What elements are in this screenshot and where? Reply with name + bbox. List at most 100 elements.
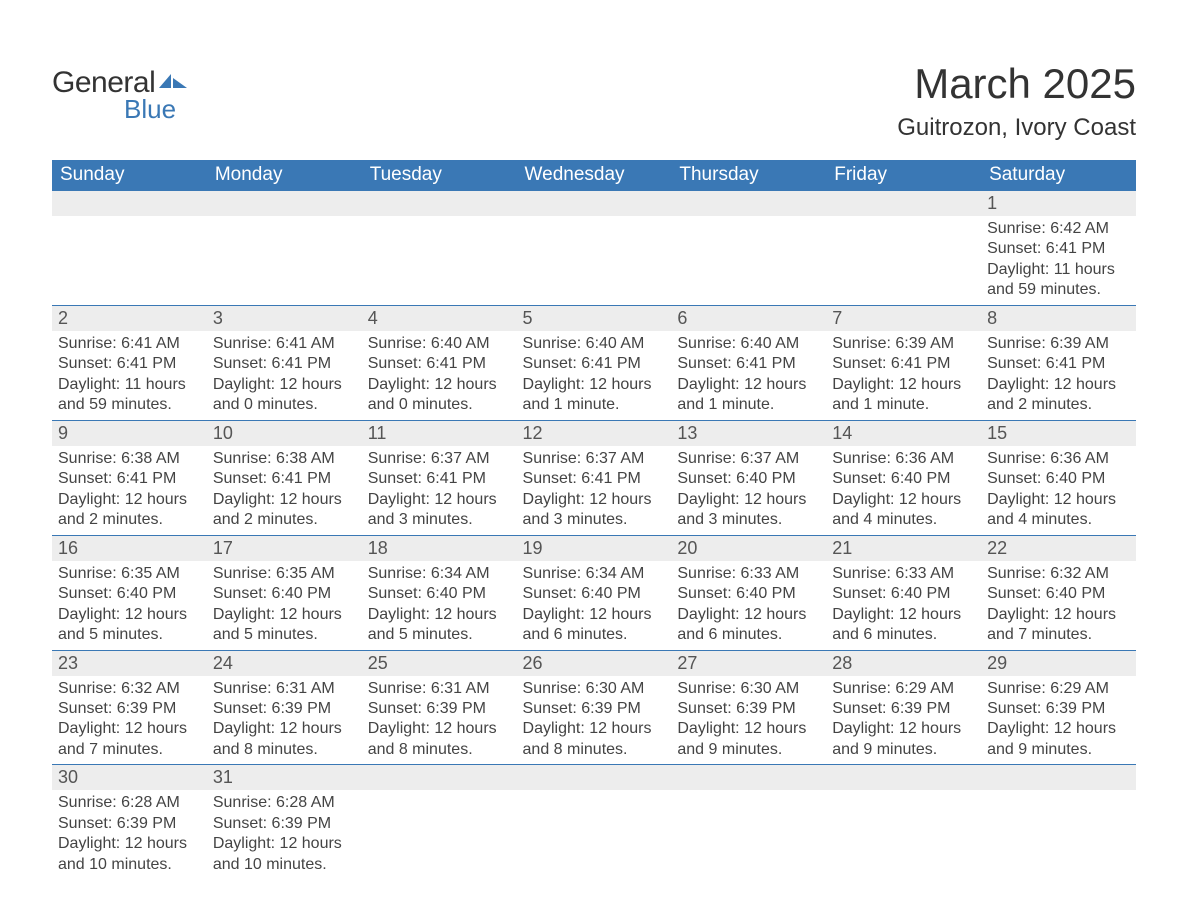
sunrise-line: Sunrise: 6:28 AM — [58, 793, 201, 813]
sunrise-line: Sunrise: 6:35 AM — [213, 564, 356, 584]
sunset-line: Sunset: 6:41 PM — [987, 354, 1130, 374]
day-number-cell: 8 — [981, 305, 1136, 331]
daylight-line: Daylight: 12 hours and 5 minutes. — [368, 605, 511, 646]
calendar-body: 1 Sunrise: 6:42 AMSunset: 6:41 PMDayligh… — [52, 191, 1136, 879]
sunset-line: Sunset: 6:41 PM — [677, 354, 820, 374]
sunset-line: Sunset: 6:39 PM — [987, 699, 1130, 719]
sunset-line: Sunset: 6:40 PM — [832, 584, 975, 604]
daylight-line: Daylight: 11 hours and 59 minutes. — [987, 260, 1130, 301]
daylight-line: Daylight: 12 hours and 8 minutes. — [523, 719, 666, 760]
sunrise-line: Sunrise: 6:33 AM — [677, 564, 820, 584]
day-number-cell: 30 — [52, 765, 207, 791]
day-number-row: 2345678 — [52, 305, 1136, 331]
day-content-cell: Sunrise: 6:38 AMSunset: 6:41 PMDaylight:… — [52, 446, 207, 535]
day-content-cell: Sunrise: 6:33 AMSunset: 6:40 PMDaylight:… — [671, 561, 826, 650]
sunset-line: Sunset: 6:40 PM — [987, 469, 1130, 489]
day-number-cell: 1 — [981, 191, 1136, 216]
day-number-row: 9101112131415 — [52, 420, 1136, 446]
day-number-cell: 6 — [671, 305, 826, 331]
day-header: Monday — [207, 160, 362, 191]
daylight-line: Daylight: 12 hours and 0 minutes. — [213, 375, 356, 416]
day-content-cell: Sunrise: 6:39 AMSunset: 6:41 PMDaylight:… — [826, 331, 981, 420]
day-number-cell: 3 — [207, 305, 362, 331]
day-number-cell — [517, 765, 672, 791]
logo: General Blue — [52, 66, 187, 125]
day-number-cell — [52, 191, 207, 216]
sunset-line: Sunset: 6:40 PM — [987, 584, 1130, 604]
day-content-cell: Sunrise: 6:34 AMSunset: 6:40 PMDaylight:… — [362, 561, 517, 650]
day-content-cell — [52, 216, 207, 305]
day-number-cell: 16 — [52, 535, 207, 561]
daylight-line: Daylight: 12 hours and 0 minutes. — [368, 375, 511, 416]
day-content-cell: Sunrise: 6:30 AMSunset: 6:39 PMDaylight:… — [517, 676, 672, 765]
day-number-row: 16171819202122 — [52, 535, 1136, 561]
sunrise-line: Sunrise: 6:37 AM — [368, 449, 511, 469]
day-content-cell: Sunrise: 6:32 AMSunset: 6:40 PMDaylight:… — [981, 561, 1136, 650]
day-number-cell: 22 — [981, 535, 1136, 561]
day-number-cell: 13 — [671, 420, 826, 446]
daylight-line: Daylight: 12 hours and 10 minutes. — [213, 834, 356, 875]
day-content-cell — [362, 790, 517, 879]
sunrise-line: Sunrise: 6:35 AM — [58, 564, 201, 584]
day-number-cell: 24 — [207, 650, 362, 676]
day-content-cell: Sunrise: 6:29 AMSunset: 6:39 PMDaylight:… — [981, 676, 1136, 765]
day-number-cell — [826, 191, 981, 216]
sunset-line: Sunset: 6:39 PM — [58, 699, 201, 719]
day-number-cell: 9 — [52, 420, 207, 446]
calendar-table: Sunday Monday Tuesday Wednesday Thursday… — [52, 160, 1136, 879]
day-number-cell: 29 — [981, 650, 1136, 676]
day-content-cell: Sunrise: 6:35 AMSunset: 6:40 PMDaylight:… — [52, 561, 207, 650]
sunset-line: Sunset: 6:40 PM — [832, 469, 975, 489]
sunset-line: Sunset: 6:41 PM — [213, 469, 356, 489]
sunrise-line: Sunrise: 6:29 AM — [987, 679, 1130, 699]
day-content-cell: Sunrise: 6:31 AMSunset: 6:39 PMDaylight:… — [207, 676, 362, 765]
sunset-line: Sunset: 6:40 PM — [677, 469, 820, 489]
day-number-cell — [362, 765, 517, 791]
day-content-cell: Sunrise: 6:32 AMSunset: 6:39 PMDaylight:… — [52, 676, 207, 765]
day-content-cell: Sunrise: 6:35 AMSunset: 6:40 PMDaylight:… — [207, 561, 362, 650]
day-content-cell: Sunrise: 6:36 AMSunset: 6:40 PMDaylight:… — [981, 446, 1136, 535]
day-number-cell: 31 — [207, 765, 362, 791]
daylight-line: Daylight: 12 hours and 9 minutes. — [832, 719, 975, 760]
day-content-cell — [826, 216, 981, 305]
sunrise-line: Sunrise: 6:37 AM — [523, 449, 666, 469]
sunrise-line: Sunrise: 6:34 AM — [368, 564, 511, 584]
sunset-line: Sunset: 6:41 PM — [832, 354, 975, 374]
header: General Blue March 2025 Guitrozon, Ivory… — [52, 60, 1136, 142]
daylight-line: Daylight: 12 hours and 3 minutes. — [368, 490, 511, 531]
sunset-line: Sunset: 6:39 PM — [677, 699, 820, 719]
daylight-line: Daylight: 12 hours and 8 minutes. — [368, 719, 511, 760]
day-content-cell — [362, 216, 517, 305]
day-content-cell — [826, 790, 981, 879]
day-number-cell — [207, 191, 362, 216]
day-number-cell: 18 — [362, 535, 517, 561]
day-content-cell — [207, 216, 362, 305]
sunrise-line: Sunrise: 6:38 AM — [58, 449, 201, 469]
day-header: Friday — [826, 160, 981, 191]
day-content-row: Sunrise: 6:28 AMSunset: 6:39 PMDaylight:… — [52, 790, 1136, 879]
sunrise-line: Sunrise: 6:40 AM — [368, 334, 511, 354]
sunrise-line: Sunrise: 6:29 AM — [832, 679, 975, 699]
day-content-cell: Sunrise: 6:36 AMSunset: 6:40 PMDaylight:… — [826, 446, 981, 535]
day-header: Thursday — [671, 160, 826, 191]
calendar-page: General Blue March 2025 Guitrozon, Ivory… — [0, 0, 1188, 919]
sunrise-line: Sunrise: 6:31 AM — [368, 679, 511, 699]
day-content-cell: Sunrise: 6:37 AMSunset: 6:41 PMDaylight:… — [517, 446, 672, 535]
day-header-row: Sunday Monday Tuesday Wednesday Thursday… — [52, 160, 1136, 191]
sunrise-line: Sunrise: 6:31 AM — [213, 679, 356, 699]
sunrise-line: Sunrise: 6:41 AM — [213, 334, 356, 354]
day-number-cell — [517, 191, 672, 216]
sunrise-line: Sunrise: 6:32 AM — [987, 564, 1130, 584]
day-number-cell: 25 — [362, 650, 517, 676]
daylight-line: Daylight: 12 hours and 2 minutes. — [213, 490, 356, 531]
sunrise-line: Sunrise: 6:41 AM — [58, 334, 201, 354]
logo-word-blue: Blue — [124, 94, 187, 125]
day-content-cell: Sunrise: 6:33 AMSunset: 6:40 PMDaylight:… — [826, 561, 981, 650]
sunset-line: Sunset: 6:40 PM — [677, 584, 820, 604]
daylight-line: Daylight: 12 hours and 6 minutes. — [832, 605, 975, 646]
day-number-cell — [671, 191, 826, 216]
sunset-line: Sunset: 6:39 PM — [213, 699, 356, 719]
day-header: Tuesday — [362, 160, 517, 191]
day-number-cell: 21 — [826, 535, 981, 561]
day-number-cell: 23 — [52, 650, 207, 676]
